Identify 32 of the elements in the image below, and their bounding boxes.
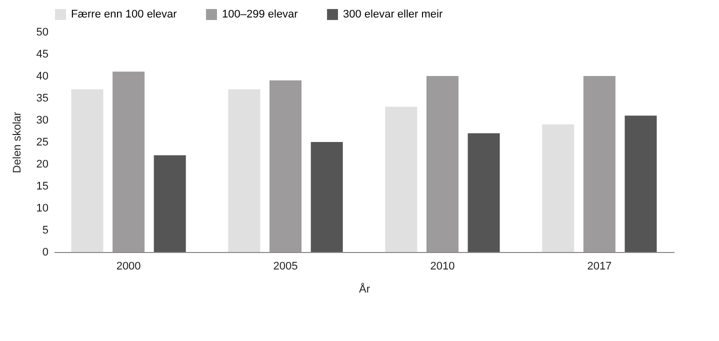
x-tick-label: 2000 bbox=[116, 260, 141, 272]
y-tick-label: 5 bbox=[42, 224, 48, 236]
y-tick-label: 40 bbox=[36, 70, 48, 82]
bar bbox=[154, 155, 186, 252]
bar bbox=[426, 76, 458, 252]
bar bbox=[385, 106, 418, 252]
y-tick-label: 30 bbox=[36, 114, 48, 126]
y-tick-label: 50 bbox=[36, 26, 48, 38]
bar bbox=[624, 116, 657, 252]
x-tick-label: 2017 bbox=[587, 260, 612, 272]
bar bbox=[310, 142, 343, 252]
legend-label: 100–299 elevar bbox=[222, 8, 298, 21]
y-tick-label: 20 bbox=[36, 158, 48, 170]
y-tick-label: 15 bbox=[36, 180, 48, 192]
y-tick-label: 35 bbox=[36, 92, 48, 104]
y-tick-label: 0 bbox=[42, 246, 48, 258]
y-axis-title: Delen skolar bbox=[11, 112, 24, 174]
x-tick-label: 2005 bbox=[273, 260, 298, 272]
bar bbox=[112, 72, 145, 252]
bar bbox=[71, 89, 104, 252]
bar bbox=[583, 76, 616, 252]
y-tick-label: 45 bbox=[36, 48, 48, 60]
legend-label: 300 elevar eller meir bbox=[343, 8, 443, 21]
bar bbox=[270, 80, 302, 252]
bar bbox=[542, 124, 574, 252]
y-tick-label: 25 bbox=[36, 136, 48, 148]
bar bbox=[228, 89, 260, 252]
y-tick-label: 10 bbox=[36, 202, 48, 214]
x-axis-title: År bbox=[359, 282, 370, 296]
bar bbox=[468, 133, 500, 252]
legend-label: Færre enn 100 elevar bbox=[71, 8, 178, 21]
x-tick-label: 2010 bbox=[430, 260, 455, 272]
